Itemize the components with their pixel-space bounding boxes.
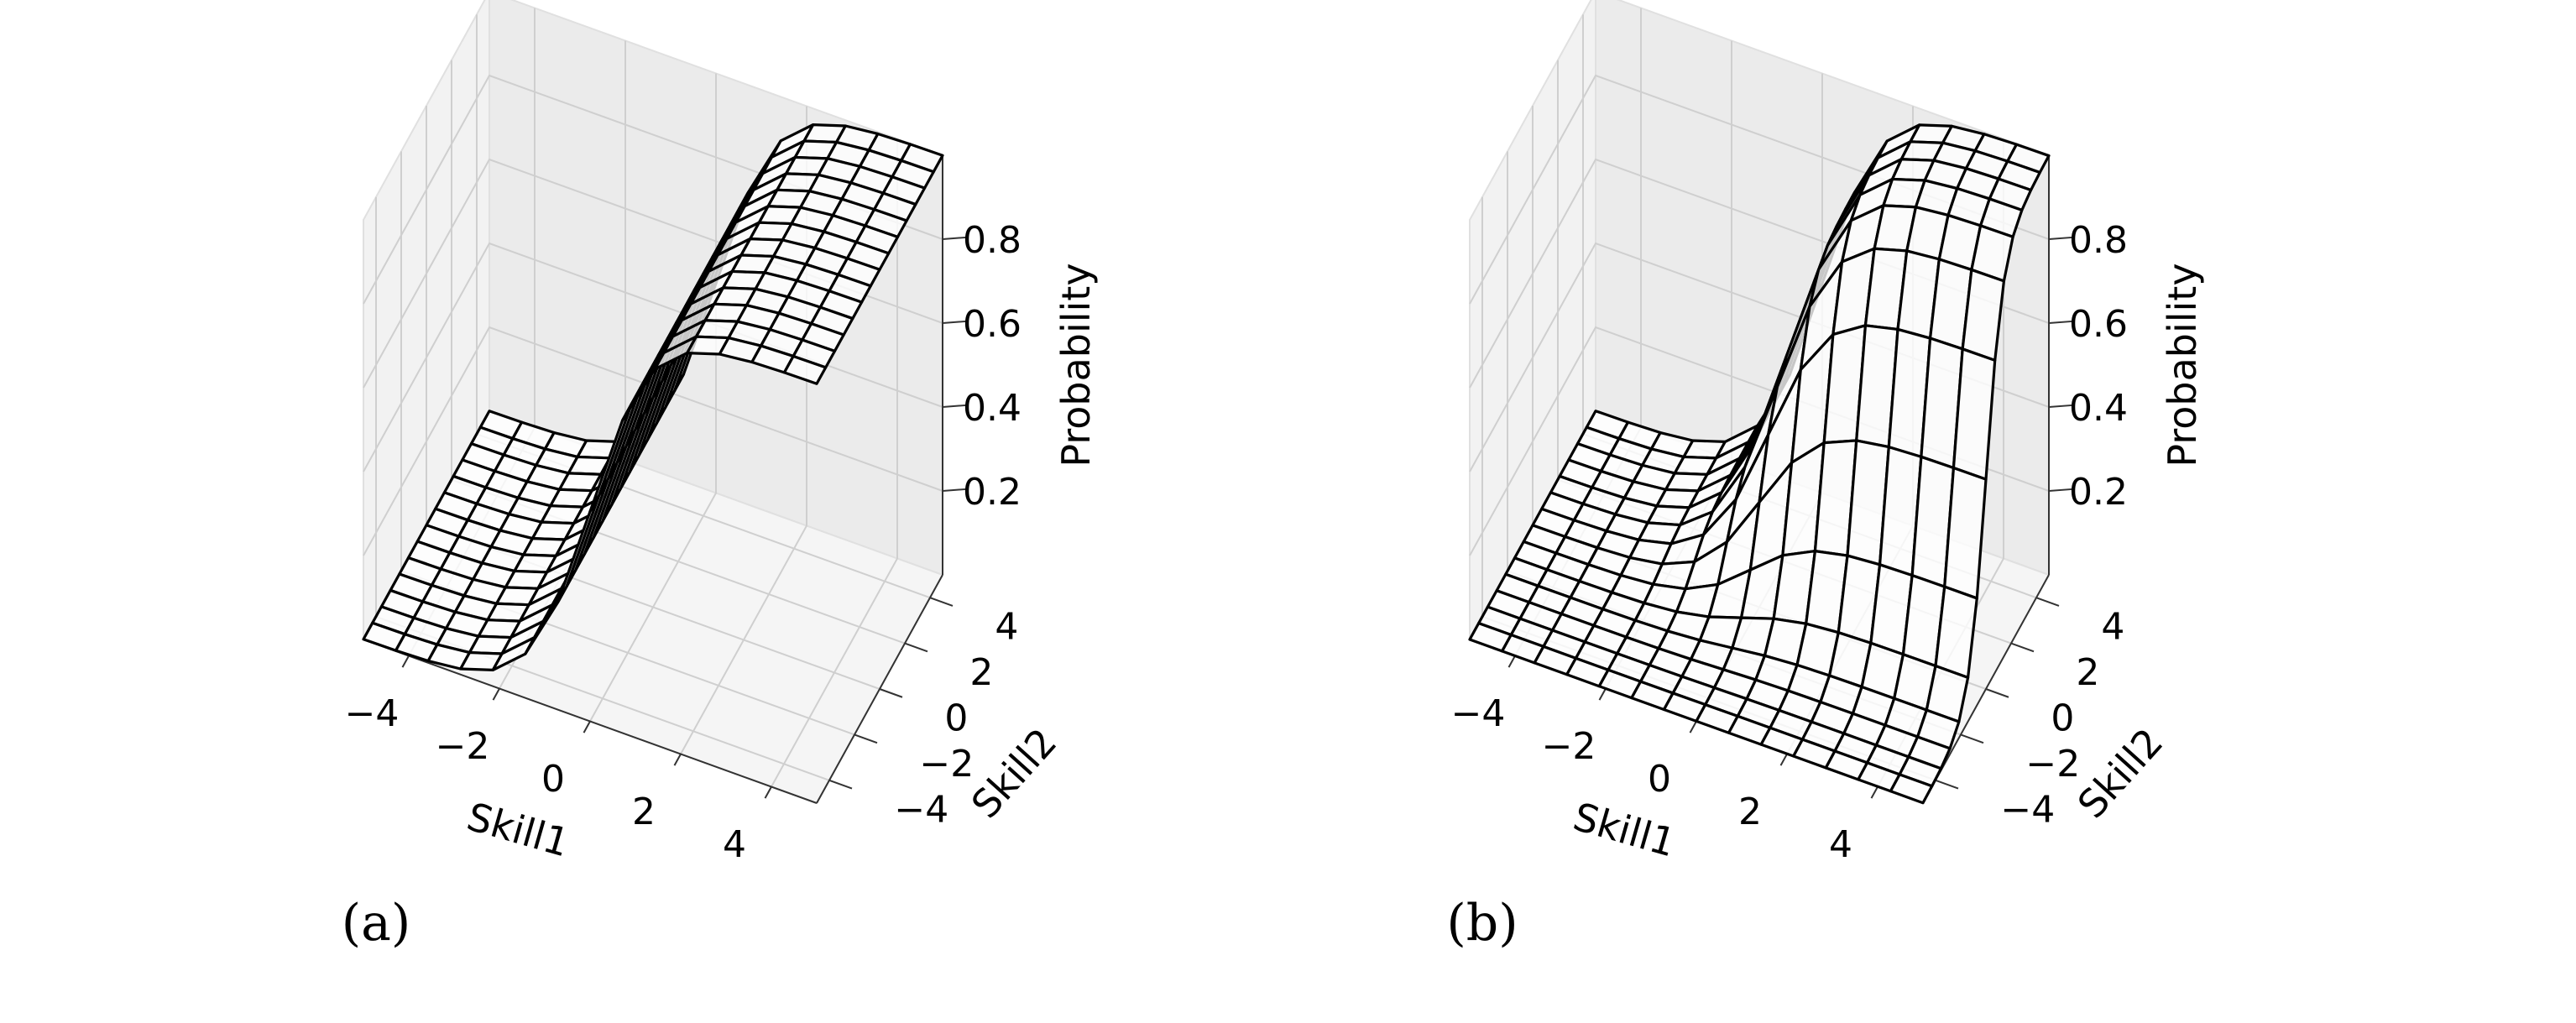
p0-y-tick (929, 597, 954, 607)
p1-z-tick (2048, 488, 2075, 492)
surface-plot-b: −4−2024−4−20240.20.40.60.8Skill1Skill2Pr… (1446, 0, 2205, 953)
p1-z-tick (2048, 320, 2075, 324)
p1-y-tick (1960, 733, 1984, 744)
p1-z-tick (2048, 404, 2075, 408)
p1-y-axis-label: Skill2 (2069, 719, 2172, 827)
p1-x-tick-label: −4 (1451, 692, 1506, 735)
p1-x-tick (1507, 655, 1516, 668)
p1-z-tick-label: 0.8 (2069, 219, 2128, 262)
p0-y-tick-label: 0 (944, 697, 968, 739)
p0-surface-wireframe (362, 123, 944, 671)
p0-x-tick-label: 4 (723, 823, 746, 866)
p1-surface-wireframe (1468, 123, 2051, 805)
p0-z-tick (942, 488, 969, 492)
p1-y-tick (2035, 597, 2060, 607)
p0-z-tick-label: 0.4 (963, 387, 1022, 430)
p1-surface-cell (1889, 773, 1934, 805)
p1-y-tick-label: −2 (2025, 743, 2080, 786)
p0-x-tick (492, 688, 500, 701)
p0-y-tick (879, 688, 903, 698)
p0-y-tick-label: −4 (894, 788, 948, 831)
p1-x-tick (1870, 786, 1878, 799)
p1-x-tick (1598, 688, 1607, 701)
p1-z-axis-label: Probability (2160, 263, 2205, 467)
p0-x-tick (401, 655, 410, 668)
p0-z-tick (942, 320, 969, 324)
p1-x-tick-label: 4 (1829, 823, 1852, 866)
p0-y-tick-label: −2 (919, 743, 974, 786)
p0-x-tick (673, 754, 682, 766)
p1-y-tick-label: −4 (2000, 788, 2055, 831)
p0-z-tick (942, 404, 969, 408)
p0-gridline-z (363, 326, 943, 556)
p0-y-tick-label: 2 (969, 651, 993, 694)
p0-z-tick-label: 0.2 (963, 471, 1022, 514)
p0-y-tick (904, 642, 928, 653)
p0-z-tick (942, 236, 969, 240)
p0-gridline-x (771, 138, 898, 787)
p1-x-tick (1689, 721, 1697, 733)
p0-x-tick-label: −4 (345, 692, 400, 735)
p1-caption: (b) (1446, 894, 1518, 953)
p1-surface-cell (1943, 466, 1988, 600)
p1-y-tick-label: 0 (2051, 697, 2074, 739)
p1-y-tick (1985, 688, 2009, 698)
p0-x-tick (583, 721, 591, 733)
p1-surface-cell (1961, 268, 2006, 362)
p1-surface-cell (1934, 585, 1978, 679)
p0-z-tick-label: 0.8 (963, 219, 1022, 262)
p0-surface-cell (782, 354, 828, 385)
p1-z-tick-label: 0.2 (2069, 471, 2128, 514)
p1-x-tick (1779, 754, 1788, 766)
p1-x-tick-label: 0 (1648, 758, 1671, 801)
p0-z-axis-label: Probability (1053, 263, 1099, 467)
p0-gridline-x (589, 73, 717, 722)
p1-x-tick-label: −2 (1542, 725, 1596, 768)
p0-x-tick-label: 0 (541, 758, 565, 801)
p1-y-tick (2010, 642, 2035, 653)
p0-x-axis-label: Skill1 (462, 794, 575, 866)
p0-y-axis-label: Skill2 (963, 719, 1066, 827)
p1-y-tick-label: 2 (2076, 651, 2099, 694)
p1-y-tick-label: 4 (2101, 606, 2124, 649)
p1-z-tick-label: 0.4 (2069, 387, 2128, 430)
p0-y-tick (854, 733, 878, 744)
p0-x-tick (764, 786, 772, 799)
p1-z-tick (2048, 236, 2075, 240)
p1-y-tick (1935, 779, 1959, 790)
p0-x-tick-label: 2 (632, 791, 656, 833)
p1-z-tick-label: 0.6 (2069, 303, 2128, 346)
p1-x-tick-label: 2 (1738, 791, 1762, 833)
p0-z-tick-label: 0.6 (963, 303, 1022, 346)
p0-x-tick-label: −2 (436, 725, 490, 768)
p0-caption: (a) (342, 894, 411, 953)
p0-y-tick-label: 4 (995, 606, 1018, 649)
p1-x-axis-label: Skill1 (1569, 794, 1681, 866)
p0-y-tick (828, 779, 853, 790)
surface-plot-a: −4−2024−4−20240.20.40.60.8Skill1Skill2Pr… (342, 0, 1099, 953)
p1-surface-cell (1952, 347, 1997, 481)
